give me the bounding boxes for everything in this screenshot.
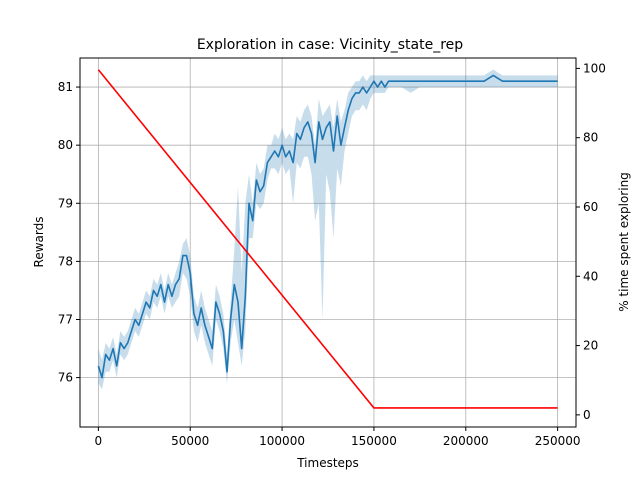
x-axis-label: Timesteps <box>296 456 359 470</box>
rewards-line <box>97 74 558 379</box>
y-tick-label: 81 <box>58 80 73 94</box>
rewards-confidence-band <box>98 69 558 390</box>
y2-tick-label: 80 <box>583 131 598 145</box>
y2-tick-label: 40 <box>583 269 598 283</box>
y2-axis-label: % time spent exploring <box>617 172 631 312</box>
x-axis-ticks: 0 50000 100000 150000 200000 250000 <box>95 427 581 448</box>
y-tick-label: 79 <box>58 196 73 210</box>
x-tick-label: 150000 <box>351 434 397 448</box>
y2-tick-label: 60 <box>583 200 598 214</box>
x-tick-label: 200000 <box>443 434 489 448</box>
plot-frame <box>79 57 577 428</box>
y2-tick-label: 0 <box>583 408 591 422</box>
y2-tick-label: 100 <box>583 61 606 75</box>
x-tick-label: 100000 <box>259 434 305 448</box>
y-axis-ticks: 76 77 78 79 80 81 <box>58 80 80 385</box>
x-tick-label: 0 <box>95 434 103 448</box>
y-tick-label: 77 <box>58 312 73 326</box>
y2-tick-label: 20 <box>583 339 598 353</box>
y-tick-label: 78 <box>58 254 73 268</box>
x-tick-label: 50000 <box>171 434 209 448</box>
y-axis-label: Rewards <box>32 217 46 268</box>
chart-title: Exploration in case: Vicinity_state_rep <box>197 37 463 53</box>
exploration-line <box>97 69 558 409</box>
y-tick-label: 80 <box>58 138 73 152</box>
grid <box>80 58 576 427</box>
y2-axis-ticks: 0 20 40 60 80 100 <box>576 61 606 422</box>
x-tick-label: 250000 <box>535 434 581 448</box>
y-tick-label: 76 <box>58 371 73 385</box>
